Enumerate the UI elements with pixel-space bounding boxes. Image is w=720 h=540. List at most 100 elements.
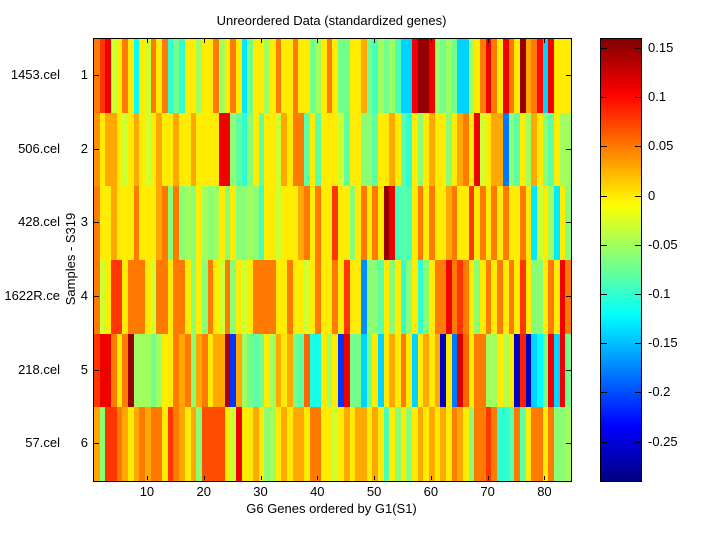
heatmap-cell xyxy=(184,333,191,408)
heatmap-cell xyxy=(491,112,498,187)
heatmap-cell xyxy=(548,259,554,334)
heatmap-cell xyxy=(139,186,146,260)
heatmap-cell xyxy=(480,259,486,334)
heatmap-cell xyxy=(553,186,560,260)
heatmap-cell xyxy=(360,112,367,187)
heatmap-cell xyxy=(122,186,129,260)
heatmap-cell xyxy=(201,112,208,187)
heatmap-cell xyxy=(468,407,475,481)
heatmap-cell xyxy=(207,186,214,260)
heatmap-cell xyxy=(508,112,515,187)
heatmap-cell xyxy=(122,259,129,334)
heatmap-cell xyxy=(508,39,515,113)
heatmap-cell xyxy=(213,259,219,334)
colorbar-tick-mark-right xyxy=(635,343,641,345)
heatmap-cell xyxy=(565,407,571,481)
heatmap-cell xyxy=(542,407,549,481)
colorbar-tick-mark xyxy=(601,195,607,197)
heatmap-cell xyxy=(145,39,151,113)
heatmap-cell xyxy=(451,259,458,334)
heatmap-cell xyxy=(355,112,361,187)
heatmap-cell xyxy=(179,112,185,187)
colorbar-tick-mark xyxy=(601,441,607,443)
heatmap-cell xyxy=(224,112,231,187)
heatmap-cell xyxy=(372,333,378,408)
colorbar-tick-mark xyxy=(601,244,607,246)
colorbar-tick-mark xyxy=(601,392,607,394)
heatmap-cell xyxy=(196,39,202,113)
heatmap-cell xyxy=(440,112,447,187)
heatmap-cell xyxy=(179,186,185,260)
heatmap-cell xyxy=(321,186,327,260)
heatmap-cell xyxy=(207,407,214,481)
heatmap-cell xyxy=(463,39,469,113)
heatmap-cell xyxy=(309,259,316,334)
heatmap-cell xyxy=(485,39,492,113)
heatmap-cell xyxy=(559,333,566,408)
heatmap-cell xyxy=(411,39,418,113)
heatmap-cell xyxy=(349,259,356,334)
heatmap-cell xyxy=(525,39,532,113)
x-tick-label: 20 xyxy=(196,484,211,499)
heatmap-cell xyxy=(383,259,390,334)
colorbar-tick-mark xyxy=(601,343,607,345)
heatmap-cell xyxy=(201,407,208,481)
heatmap-cell xyxy=(463,112,469,187)
heatmap-cell xyxy=(309,186,316,260)
heatmap-cell xyxy=(343,186,350,260)
heatmap-cell xyxy=(394,407,401,481)
heatmap-cell xyxy=(457,259,464,334)
heatmap-cell xyxy=(235,186,242,260)
heatmap-cell xyxy=(480,112,486,187)
colorbar-tick-label: -0.15 xyxy=(648,335,678,351)
y-tick-mark xyxy=(94,148,99,150)
sample-label: 218.cel xyxy=(18,361,60,377)
heatmap-cell xyxy=(411,112,418,187)
heatmap-cell xyxy=(184,259,191,334)
heatmap-cell xyxy=(497,112,503,187)
heatmap-cell xyxy=(423,186,430,260)
heatmap-cell xyxy=(389,333,395,408)
heatmap-cell xyxy=(423,259,430,334)
heatmap-cell xyxy=(156,39,163,113)
heatmap-cell xyxy=(508,333,515,408)
x-tick-mark xyxy=(260,476,262,480)
heatmap-cell xyxy=(400,186,407,260)
heatmap-cell xyxy=(179,407,185,481)
heatmap-cell xyxy=(196,333,202,408)
heatmap-cell xyxy=(139,333,146,408)
x-tick-mark-top xyxy=(430,39,432,43)
heatmap-cell xyxy=(497,39,503,113)
heatmap-cell xyxy=(122,112,129,187)
heatmap-cell xyxy=(230,186,236,260)
heatmap-cell xyxy=(94,186,100,260)
colorbar-tick-mark-right xyxy=(635,392,641,394)
y-tick-mark-right xyxy=(566,74,571,76)
heatmap-cell xyxy=(360,39,367,113)
heatmap-cell xyxy=(514,186,520,260)
heatmap-cell xyxy=(389,407,395,481)
heatmap-cell xyxy=(366,333,373,408)
heatmap-cell xyxy=(519,259,526,334)
y-tick-label: 1 xyxy=(80,66,88,82)
heatmap-cell xyxy=(122,407,129,481)
heatmap-cell xyxy=(105,112,112,187)
heatmap-cell xyxy=(429,407,435,481)
heatmap-cell xyxy=(468,259,475,334)
heatmap-cell xyxy=(139,39,146,113)
heatmap-cell xyxy=(457,333,464,408)
heatmap-cell xyxy=(105,186,112,260)
heatmap-cell xyxy=(201,186,208,260)
heatmap-cell xyxy=(332,39,339,113)
heatmap-cell xyxy=(190,186,197,260)
heatmap-cell xyxy=(508,259,515,334)
heatmap-cell xyxy=(167,39,174,113)
heatmap-cell xyxy=(372,186,378,260)
heatmap-cell xyxy=(241,39,248,113)
heatmap-cell xyxy=(99,259,106,334)
heatmap-cell xyxy=(451,186,458,260)
y-tick-mark-right xyxy=(566,443,571,445)
heatmap-cell xyxy=(394,333,401,408)
heatmap-cell xyxy=(128,259,134,334)
heatmap-cell xyxy=(128,112,134,187)
